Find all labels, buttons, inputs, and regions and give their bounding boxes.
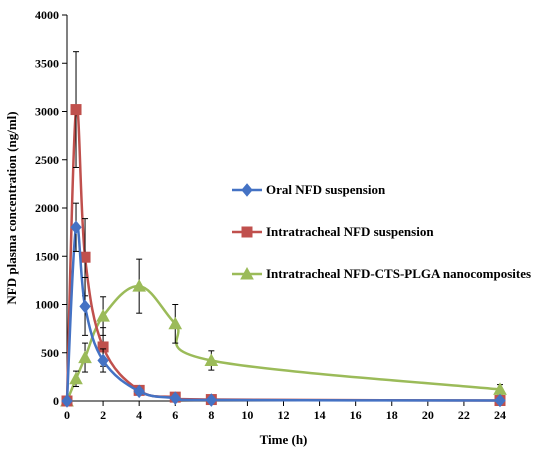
data-point — [241, 226, 253, 238]
legend: Oral NFD suspension Intratracheal NFD sus… — [232, 182, 531, 281]
data-point — [133, 384, 145, 399]
x-tick-label: 10 — [241, 408, 253, 422]
data-point — [494, 393, 506, 408]
x-tick-label: 6 — [172, 408, 178, 422]
data-point — [69, 371, 83, 385]
data-point — [205, 393, 217, 407]
data-point — [79, 299, 91, 314]
x-tick-label: 14 — [314, 408, 326, 422]
x-tick-label: 16 — [350, 408, 362, 422]
data-point — [132, 279, 147, 292]
x-tick-label: 18 — [386, 408, 398, 422]
data-point — [61, 394, 73, 408]
y-tick-label: 4000 — [35, 8, 59, 22]
x-tick-label: 0 — [64, 408, 70, 422]
series-line — [65, 105, 501, 402]
y-ticks: 0 500 1000 1500 2000 2500 3000 3500 4000 — [35, 8, 67, 408]
data-point — [241, 183, 253, 197]
series-1 — [61, 202, 506, 408]
data-point — [96, 309, 110, 322]
data-point — [70, 104, 82, 116]
y-tick-label: 2500 — [35, 153, 59, 167]
y-tick-label: 3000 — [35, 105, 59, 119]
x-tick-label: 12 — [278, 408, 290, 422]
legend-item: Intratracheal NFD-CTS-PLGA nanocomposite… — [232, 266, 531, 281]
data-point — [204, 353, 219, 366]
y-tick-label: 1500 — [35, 249, 59, 263]
y-tick-label: 3500 — [35, 56, 59, 70]
series-line — [65, 223, 501, 402]
x-tick-label: 20 — [422, 408, 434, 422]
series-layer — [60, 51, 507, 408]
data-point — [70, 220, 82, 235]
y-tick-label: 2000 — [35, 201, 59, 215]
y-axis-title: NFD plasma concentration (ng/ml) — [4, 111, 19, 304]
legend-label: Intratracheal NFD suspension — [266, 224, 434, 239]
x-tick-label: 2 — [100, 408, 106, 422]
data-point — [78, 350, 92, 364]
data-point — [97, 353, 109, 368]
x-ticks: 0 2 4 6 8 10 12 14 16 18 20 22 24 — [64, 401, 506, 422]
data-point — [240, 266, 254, 280]
legend-label: Oral NFD suspension — [266, 182, 386, 197]
x-tick-label: 22 — [458, 408, 470, 422]
y-tick-label: 0 — [53, 394, 59, 408]
y-tick-label: 1000 — [35, 298, 59, 312]
legend-label: Intratracheal NFD-CTS-PLGA nanocomposite… — [266, 266, 531, 281]
data-point — [169, 391, 181, 405]
x-tick-label: 24 — [494, 408, 506, 422]
x-tick-label: 4 — [136, 408, 142, 422]
axes — [66, 15, 500, 402]
x-axis-title: Time (h) — [260, 432, 308, 447]
legend-item: Oral NFD suspension — [232, 182, 386, 197]
y-tick-label: 500 — [41, 346, 59, 360]
legend-item: Intratracheal NFD suspension — [232, 224, 434, 239]
data-point — [168, 316, 183, 330]
x-tick-label: 8 — [208, 408, 214, 422]
